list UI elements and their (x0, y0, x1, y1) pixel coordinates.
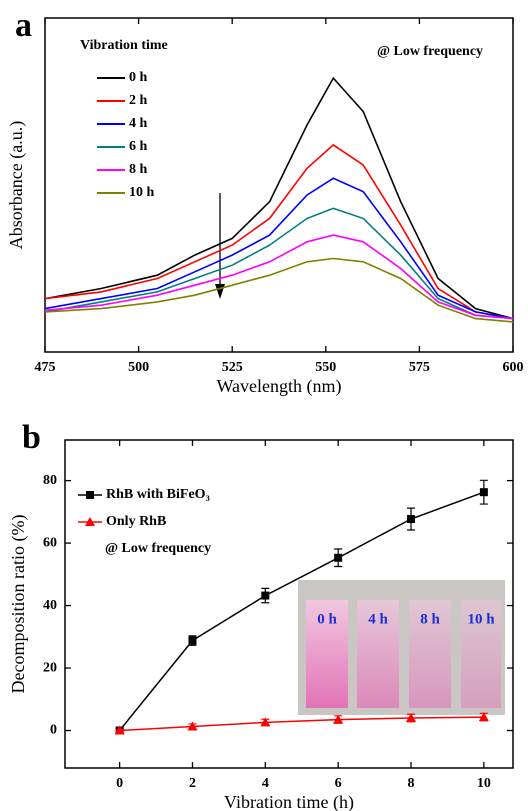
marker (479, 488, 488, 497)
panel-label: a (15, 7, 32, 44)
y-tick-label: 40 (43, 598, 57, 613)
marker (334, 553, 343, 562)
series-line (44, 143, 514, 320)
x-tick-label: 0 (116, 776, 123, 791)
x-tick-label: 550 (315, 360, 336, 375)
x-tick-label: 4 (262, 776, 269, 791)
panel-label: b (22, 419, 41, 456)
series-line (44, 257, 514, 323)
arrow-head (215, 284, 225, 299)
marker (478, 712, 489, 722)
y-tick-label: 0 (50, 723, 57, 738)
marker (260, 717, 271, 727)
inset-label: 4 h (368, 611, 388, 627)
plot-frame (44, 17, 514, 353)
legend-label: RhB with BiFeO₃ (106, 487, 210, 502)
annotation: @ Low frequency (105, 541, 211, 556)
inset-label: 0 h (317, 611, 337, 627)
marker (114, 725, 125, 735)
marker (333, 714, 344, 724)
legend-label: 4 h (129, 116, 148, 131)
x-axis-label: Vibration time (h) (224, 792, 354, 811)
marker (188, 636, 197, 645)
series-line (44, 234, 514, 320)
marker (261, 591, 270, 600)
annotation: @ Low frequency (377, 44, 483, 59)
series-line (119, 716, 484, 732)
x-tick-label: 6 (335, 776, 342, 791)
x-tick-label: 525 (222, 360, 243, 375)
series-line (44, 76, 514, 320)
x-tick-label: 475 (35, 360, 56, 375)
legend-label: 0 h (129, 70, 148, 85)
marker (187, 721, 198, 731)
x-axis-label: Wavelength (nm) (216, 376, 341, 397)
y-tick-label: 20 (43, 660, 57, 675)
marker (407, 515, 416, 524)
plot-frame (64, 439, 514, 769)
inset-photo (298, 580, 505, 715)
series-line (44, 207, 514, 320)
y-axis-label: Absorbance (a.u.) (6, 121, 27, 249)
legend-title: Vibration time (80, 38, 168, 53)
legend-label: 6 h (129, 139, 148, 154)
legend-label: Only RhB (106, 514, 166, 529)
legend-label: 2 h (129, 93, 148, 108)
x-tick-label: 8 (408, 776, 415, 791)
y-tick-label: 60 (43, 535, 57, 550)
x-tick-label: 2 (189, 776, 196, 791)
x-tick-label: 500 (128, 360, 149, 375)
marker (85, 517, 95, 526)
y-tick-label: 80 (43, 473, 57, 488)
marker (86, 491, 94, 499)
x-tick-label: 575 (409, 360, 430, 375)
legend-label: 8 h (129, 162, 148, 177)
x-tick-label: 10 (477, 776, 491, 791)
series-line (119, 491, 485, 731)
legend-label: 10 h (129, 185, 155, 200)
marker (406, 713, 417, 723)
x-tick-label: 600 (503, 360, 524, 375)
inset-label: 8 h (420, 611, 440, 627)
series-line (44, 177, 514, 320)
inset-label: 10 h (467, 611, 495, 627)
y-axis-label: Decomposition ratio (%) (8, 515, 29, 694)
